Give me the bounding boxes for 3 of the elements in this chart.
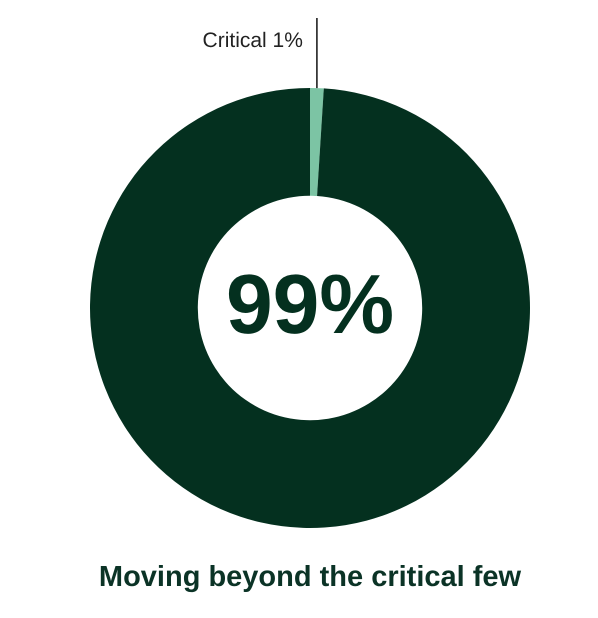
data-label: 99% <box>226 257 394 352</box>
text: Moving beyond the critical few <box>98 561 522 593</box>
slice-label: Critical 1% <box>202 29 303 52</box>
